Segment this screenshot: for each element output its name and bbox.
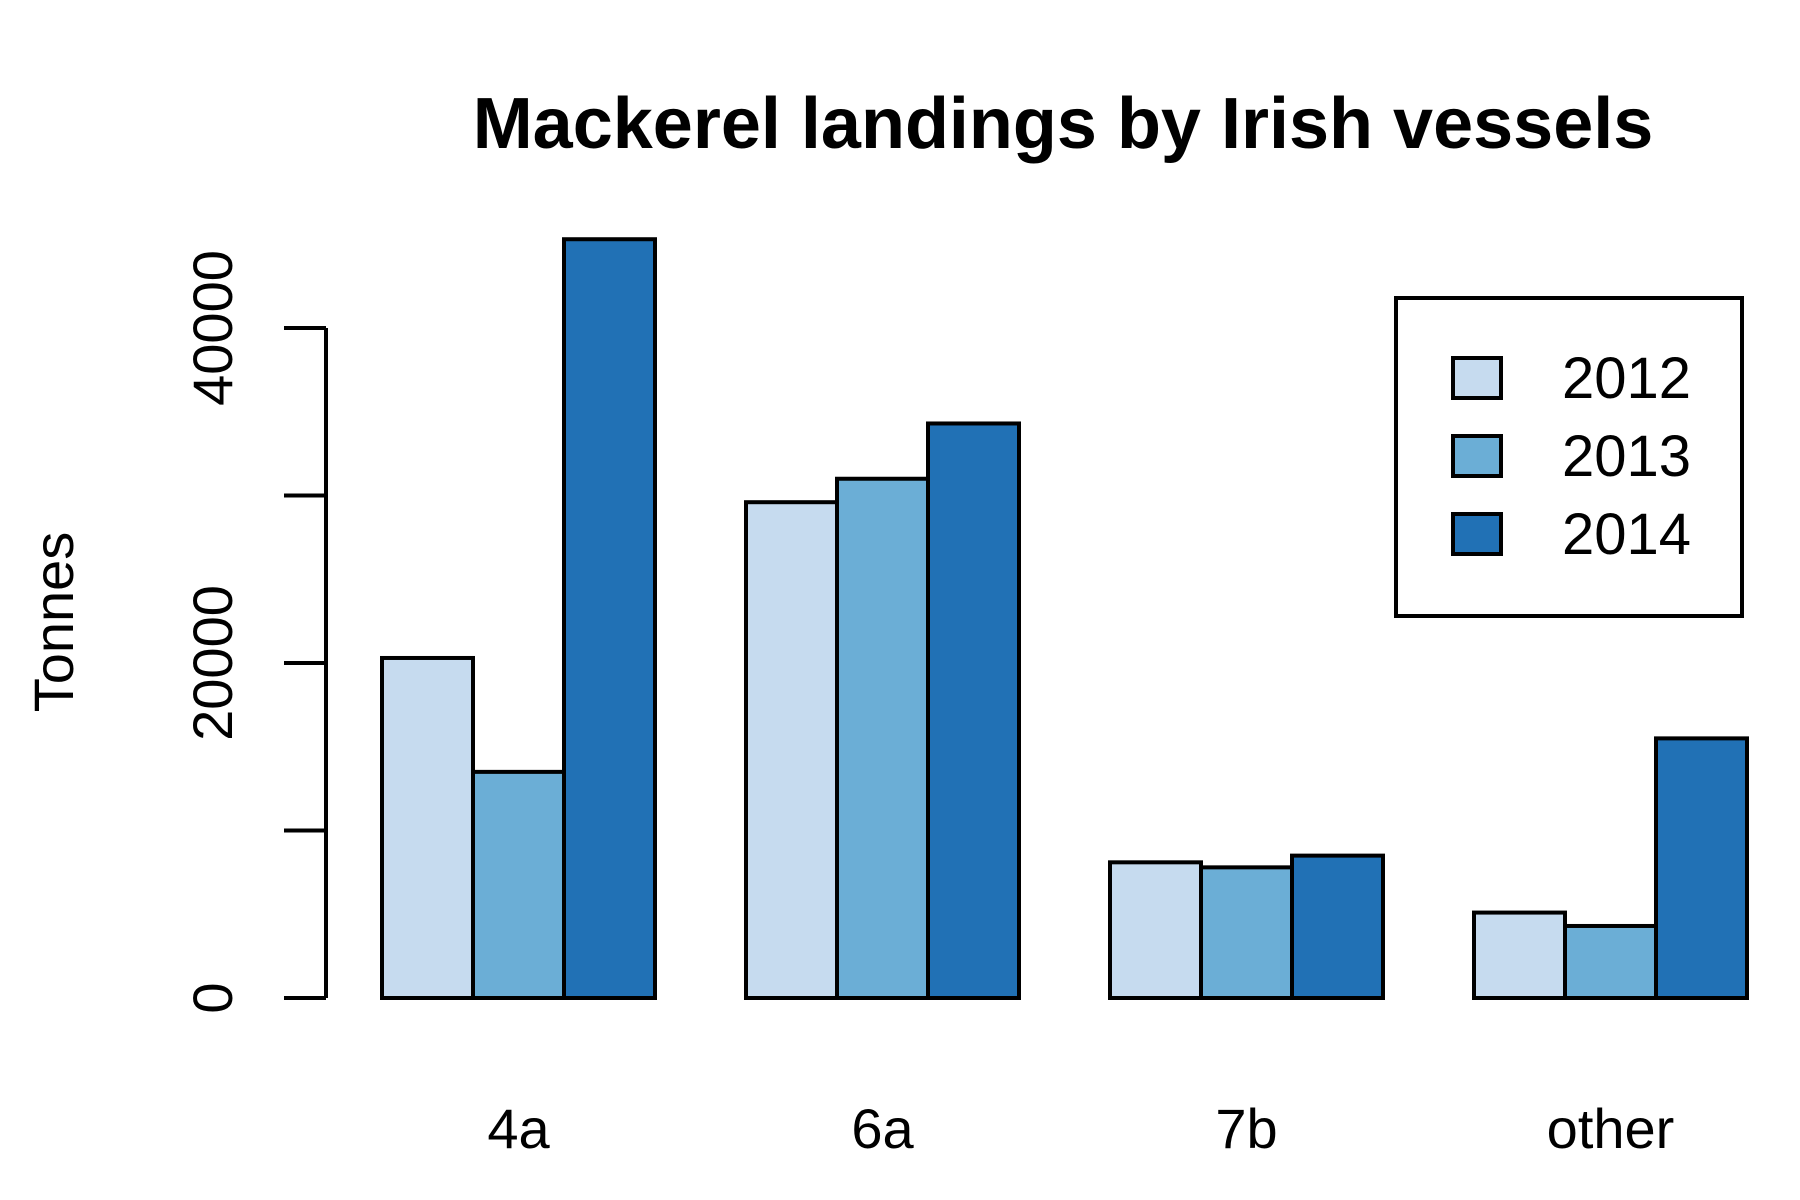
legend-swatch-2013	[1451, 434, 1503, 478]
x-tick-label-other: other	[1547, 1097, 1675, 1160]
y-axis: 0 20000 40000	[181, 250, 328, 1014]
bar-6a-2013	[835, 476, 930, 1000]
bar-6a-2012	[744, 500, 839, 1000]
bars	[380, 237, 1749, 1001]
legend-label-2012: 2012	[1562, 346, 1691, 411]
bar-4a-2013	[471, 769, 566, 1000]
x-tick-label-7b: 7b	[1215, 1097, 1277, 1160]
x-axis-tick-labels: 4a 6a 7b other	[487, 1097, 1674, 1160]
legend-swatch-2012	[1451, 356, 1503, 400]
chart-title: Mackerel landings by Irish vessels	[473, 84, 1654, 164]
bar-7b-2014	[1290, 853, 1385, 1000]
legend: 2012 2013 2014	[1394, 296, 1744, 618]
bar-other-2013	[1563, 923, 1658, 1000]
bar-other-2014	[1654, 736, 1749, 1000]
y-tick-label: 20000	[181, 585, 244, 741]
y-tick-label: 40000	[181, 250, 244, 406]
bar-other-2012	[1472, 910, 1567, 1001]
x-tick-label-6a: 6a	[851, 1097, 914, 1160]
legend-label-2013: 2013	[1562, 424, 1691, 489]
bar-4a-2012	[380, 655, 475, 1000]
bar-7b-2013	[1199, 865, 1294, 1000]
y-axis-label: Tonnes	[22, 532, 85, 713]
bar-7b-2012	[1108, 860, 1203, 1001]
bar-6a-2014	[926, 421, 1021, 1001]
x-tick-label-4a: 4a	[487, 1097, 550, 1160]
legend-label-2014: 2014	[1562, 502, 1691, 567]
y-tick-label: 0	[181, 982, 244, 1013]
bar-4a-2014	[562, 237, 657, 1001]
legend-swatch-2014	[1451, 512, 1503, 556]
